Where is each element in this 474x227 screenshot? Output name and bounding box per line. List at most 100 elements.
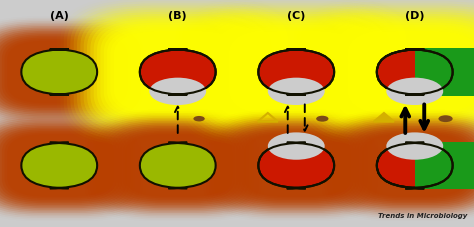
- FancyBboxPatch shape: [67, 2, 289, 143]
- FancyBboxPatch shape: [0, 37, 119, 109]
- FancyBboxPatch shape: [242, 133, 351, 198]
- FancyBboxPatch shape: [70, 4, 285, 141]
- FancyBboxPatch shape: [0, 24, 141, 122]
- FancyBboxPatch shape: [126, 135, 230, 197]
- FancyBboxPatch shape: [0, 33, 125, 112]
- FancyBboxPatch shape: [73, 6, 282, 139]
- FancyBboxPatch shape: [331, 19, 474, 126]
- FancyBboxPatch shape: [310, 6, 474, 139]
- FancyBboxPatch shape: [5, 133, 114, 198]
- Circle shape: [149, 78, 206, 106]
- FancyBboxPatch shape: [0, 130, 119, 202]
- FancyBboxPatch shape: [337, 23, 474, 122]
- FancyBboxPatch shape: [0, 35, 122, 110]
- FancyBboxPatch shape: [99, 118, 257, 213]
- FancyBboxPatch shape: [318, 11, 474, 135]
- Circle shape: [193, 116, 205, 122]
- FancyBboxPatch shape: [0, 25, 138, 120]
- FancyBboxPatch shape: [140, 50, 216, 95]
- FancyBboxPatch shape: [0, 120, 136, 212]
- FancyBboxPatch shape: [217, 118, 375, 213]
- FancyBboxPatch shape: [206, 15, 387, 130]
- FancyBboxPatch shape: [239, 131, 354, 200]
- FancyBboxPatch shape: [7, 42, 111, 104]
- FancyBboxPatch shape: [21, 50, 97, 95]
- FancyBboxPatch shape: [196, 9, 397, 137]
- FancyBboxPatch shape: [0, 125, 128, 207]
- FancyBboxPatch shape: [109, 125, 246, 207]
- Circle shape: [386, 78, 443, 106]
- FancyBboxPatch shape: [185, 2, 407, 143]
- FancyBboxPatch shape: [0, 22, 144, 123]
- FancyBboxPatch shape: [97, 21, 258, 124]
- FancyBboxPatch shape: [189, 4, 404, 141]
- FancyBboxPatch shape: [100, 23, 255, 122]
- FancyBboxPatch shape: [321, 13, 474, 132]
- FancyBboxPatch shape: [336, 118, 474, 213]
- FancyBboxPatch shape: [363, 135, 467, 197]
- FancyBboxPatch shape: [120, 131, 235, 200]
- FancyBboxPatch shape: [360, 133, 469, 198]
- FancyBboxPatch shape: [216, 21, 377, 124]
- FancyBboxPatch shape: [209, 114, 383, 218]
- FancyBboxPatch shape: [107, 28, 248, 118]
- FancyBboxPatch shape: [87, 15, 268, 130]
- FancyBboxPatch shape: [118, 130, 238, 202]
- Circle shape: [386, 133, 443, 160]
- FancyBboxPatch shape: [96, 117, 260, 215]
- FancyBboxPatch shape: [352, 128, 474, 203]
- Circle shape: [316, 116, 328, 122]
- Text: (A): (A): [50, 11, 69, 21]
- Circle shape: [438, 116, 453, 123]
- FancyBboxPatch shape: [0, 20, 146, 125]
- FancyBboxPatch shape: [377, 50, 453, 95]
- FancyBboxPatch shape: [93, 115, 262, 216]
- FancyBboxPatch shape: [333, 117, 474, 215]
- FancyBboxPatch shape: [233, 128, 359, 203]
- FancyBboxPatch shape: [229, 30, 364, 116]
- Text: (C): (C): [287, 11, 305, 21]
- Circle shape: [268, 133, 325, 160]
- FancyBboxPatch shape: [140, 143, 216, 188]
- FancyBboxPatch shape: [223, 122, 370, 210]
- Circle shape: [268, 78, 325, 106]
- FancyBboxPatch shape: [91, 17, 265, 128]
- FancyBboxPatch shape: [314, 9, 474, 137]
- FancyBboxPatch shape: [101, 120, 254, 212]
- FancyBboxPatch shape: [304, 2, 474, 143]
- FancyBboxPatch shape: [228, 125, 365, 207]
- FancyBboxPatch shape: [341, 26, 474, 120]
- FancyBboxPatch shape: [104, 26, 252, 120]
- FancyBboxPatch shape: [0, 126, 125, 205]
- FancyBboxPatch shape: [231, 126, 362, 205]
- FancyBboxPatch shape: [349, 126, 474, 205]
- FancyBboxPatch shape: [338, 120, 474, 212]
- FancyBboxPatch shape: [5, 40, 114, 105]
- FancyBboxPatch shape: [104, 122, 251, 210]
- FancyBboxPatch shape: [222, 26, 370, 120]
- FancyBboxPatch shape: [307, 4, 474, 141]
- FancyBboxPatch shape: [212, 115, 381, 216]
- FancyBboxPatch shape: [21, 143, 97, 188]
- FancyBboxPatch shape: [2, 38, 117, 107]
- FancyBboxPatch shape: [94, 19, 262, 126]
- FancyBboxPatch shape: [0, 122, 133, 210]
- FancyBboxPatch shape: [324, 15, 474, 130]
- FancyBboxPatch shape: [351, 32, 474, 113]
- FancyBboxPatch shape: [214, 117, 378, 215]
- FancyBboxPatch shape: [110, 30, 245, 116]
- FancyBboxPatch shape: [355, 130, 474, 202]
- FancyBboxPatch shape: [209, 17, 383, 128]
- FancyBboxPatch shape: [123, 133, 232, 198]
- FancyBboxPatch shape: [347, 30, 474, 116]
- FancyBboxPatch shape: [334, 21, 474, 124]
- FancyBboxPatch shape: [0, 29, 133, 117]
- FancyBboxPatch shape: [328, 17, 474, 128]
- FancyBboxPatch shape: [212, 19, 380, 126]
- FancyBboxPatch shape: [199, 11, 393, 135]
- Bar: [415, 142, 474, 190]
- FancyBboxPatch shape: [344, 123, 474, 208]
- FancyBboxPatch shape: [192, 6, 401, 139]
- FancyBboxPatch shape: [232, 32, 360, 113]
- Bar: [415, 49, 474, 96]
